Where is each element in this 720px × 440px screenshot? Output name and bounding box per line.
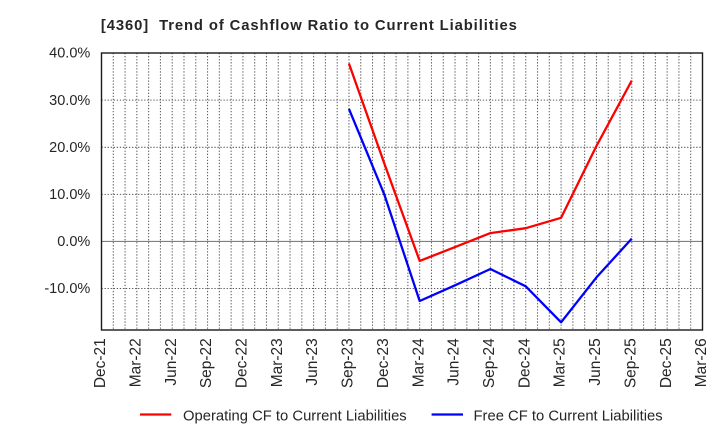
svg-text:10.0%: 10.0% [49,187,90,203]
svg-text:30.0%: 30.0% [49,93,90,109]
svg-text:Mar-24: Mar-24 [410,338,427,387]
svg-text:Jun-25: Jun-25 [587,338,604,385]
svg-text:Dec-25: Dec-25 [658,338,675,388]
svg-text:40.0%: 40.0% [49,46,90,62]
svg-text:Jun-23: Jun-23 [304,338,321,385]
svg-text:Sep-23: Sep-23 [340,338,357,388]
svg-text:20.0%: 20.0% [49,140,90,156]
svg-text:Sep-22: Sep-22 [198,338,215,388]
svg-text:-10.0%: -10.0% [44,281,90,297]
svg-text:Dec-21: Dec-21 [92,338,109,388]
svg-text:Mar-26: Mar-26 [693,338,710,387]
svg-text:Sep-24: Sep-24 [481,338,498,388]
svg-text:Mar-23: Mar-23 [269,338,286,387]
svg-text:Jun-24: Jun-24 [446,338,463,386]
svg-text:Sep-25: Sep-25 [622,338,639,388]
svg-text:Dec-23: Dec-23 [375,338,392,388]
svg-text:0.0%: 0.0% [57,234,90,250]
svg-text:Dec-24: Dec-24 [516,338,533,388]
svg-text:Free CF to Current Liabilities: Free CF to Current Liabilities [474,408,663,424]
svg-text:[4360] Trend of Cashflow Rati: [4360] Trend of Cashflow Ratio to Curren… [101,18,518,34]
svg-text:Operating CF to Current Liabil: Operating CF to Current Liabilities [183,408,407,424]
svg-text:Dec-22: Dec-22 [234,338,251,388]
svg-text:Mar-25: Mar-25 [552,338,569,387]
svg-text:Mar-22: Mar-22 [127,338,144,387]
svg-text:Jun-22: Jun-22 [163,338,180,385]
